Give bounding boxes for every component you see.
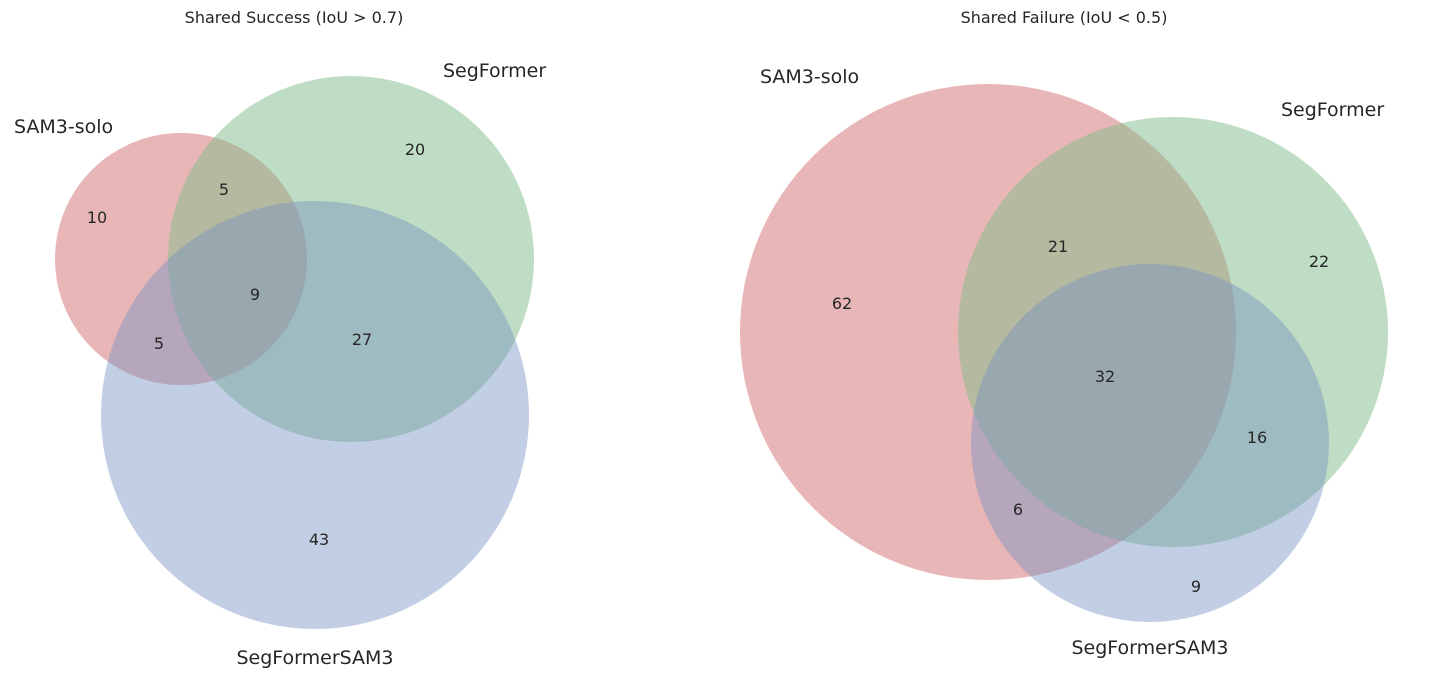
set-label-sam3-solo: SAM3-solo: [14, 116, 113, 138]
region-count-segformer-segformersam3: 27: [352, 330, 372, 349]
region-count-sam3-solo-only: 62: [832, 294, 852, 313]
circle-segformersam3: [971, 264, 1329, 622]
region-count-sam3-solo-segformer: 5: [219, 180, 229, 199]
circle-segformer: [958, 117, 1388, 547]
region-count-sam3-solo-segformersam3: 5: [154, 334, 164, 353]
chart-title: Shared Success (IoU > 0.7): [185, 8, 404, 27]
set-label-segformer: SegFormer: [1281, 99, 1384, 121]
region-count-segformersam3-only: 9: [1191, 577, 1201, 596]
region-count-segformersam3-only: 43: [309, 530, 329, 549]
circle-segformer: [168, 76, 534, 442]
region-count-all-three: 9: [250, 285, 260, 304]
region-count-segformer-only: 22: [1309, 252, 1329, 271]
region-count-sam3-solo-only: 10: [87, 208, 107, 227]
set-label-sam3-solo: SAM3-solo: [760, 66, 859, 88]
region-count-all-three: 32: [1095, 367, 1115, 386]
region-count-segformer-only: 20: [405, 140, 425, 159]
venn-success: Shared Success (IoU > 0.7) SAM3-solo Seg…: [14, 8, 546, 669]
chart-title: Shared Failure (IoU < 0.5): [961, 8, 1168, 27]
region-count-sam3-solo-segformer: 21: [1048, 237, 1068, 256]
circle-segformersam3: [101, 201, 529, 629]
venn-failure: Shared Failure (IoU < 0.5) SAM3-solo Seg…: [740, 8, 1388, 659]
set-label-segformersam3: SegFormerSAM3: [1071, 637, 1228, 659]
region-count-sam3-solo-segformersam3: 6: [1013, 500, 1023, 519]
set-label-segformersam3: SegFormerSAM3: [236, 647, 393, 669]
set-label-segformer: SegFormer: [443, 60, 546, 82]
region-count-segformer-segformersam3: 16: [1247, 428, 1267, 447]
